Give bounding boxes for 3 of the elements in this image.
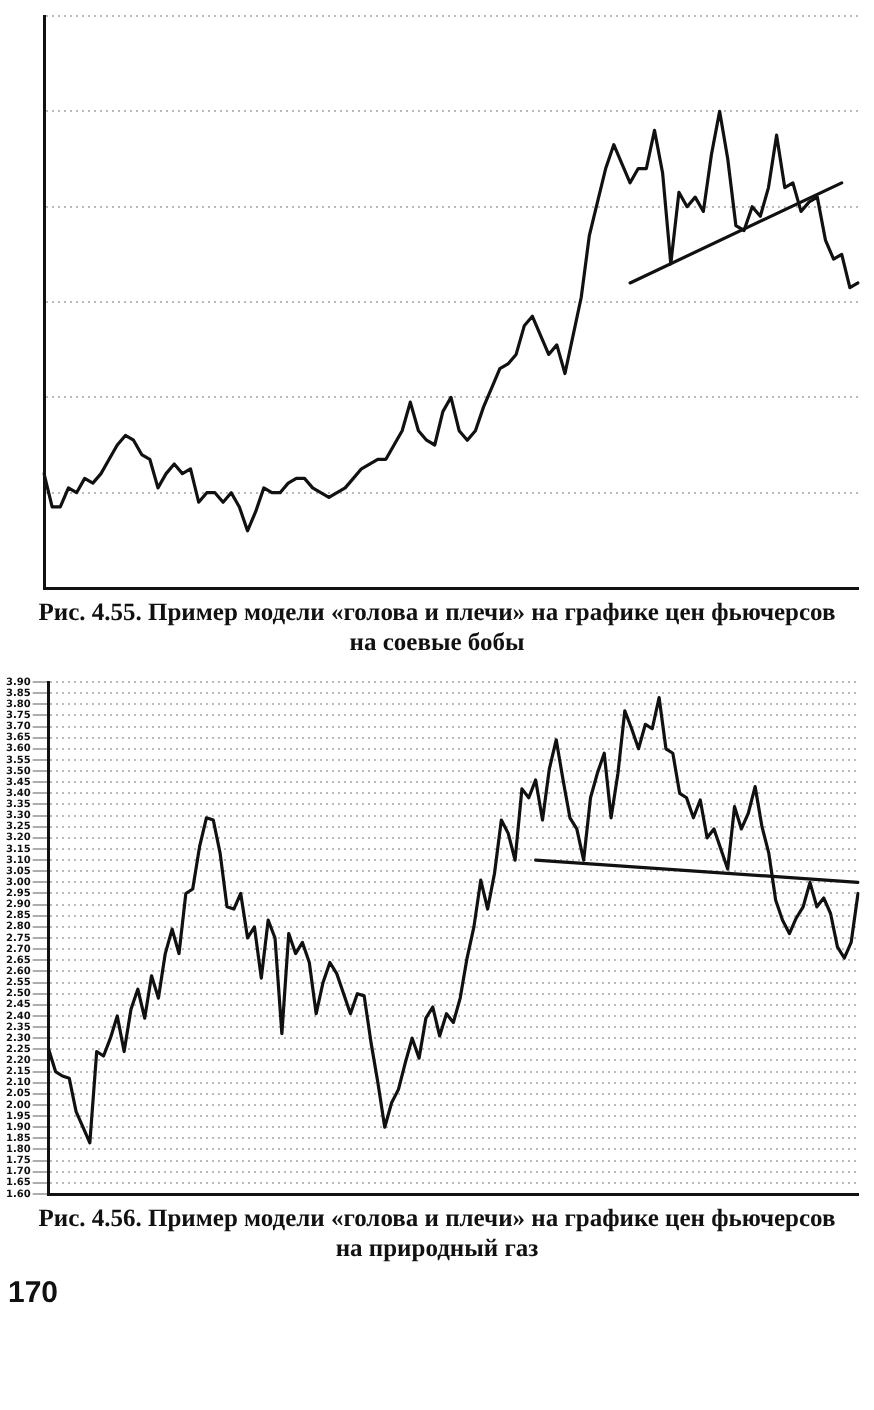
text: Рис. 4.55. Пример модели «голова и плечи» на графике цен фьючерсов на соевые бобы (36, 596, 838, 660)
text: Рис. 4.56. Пример модели «голова и плечи» на графике цен фьючерсов на природный газ (36, 1202, 838, 1266)
text: 170 (6, 1274, 61, 1314)
